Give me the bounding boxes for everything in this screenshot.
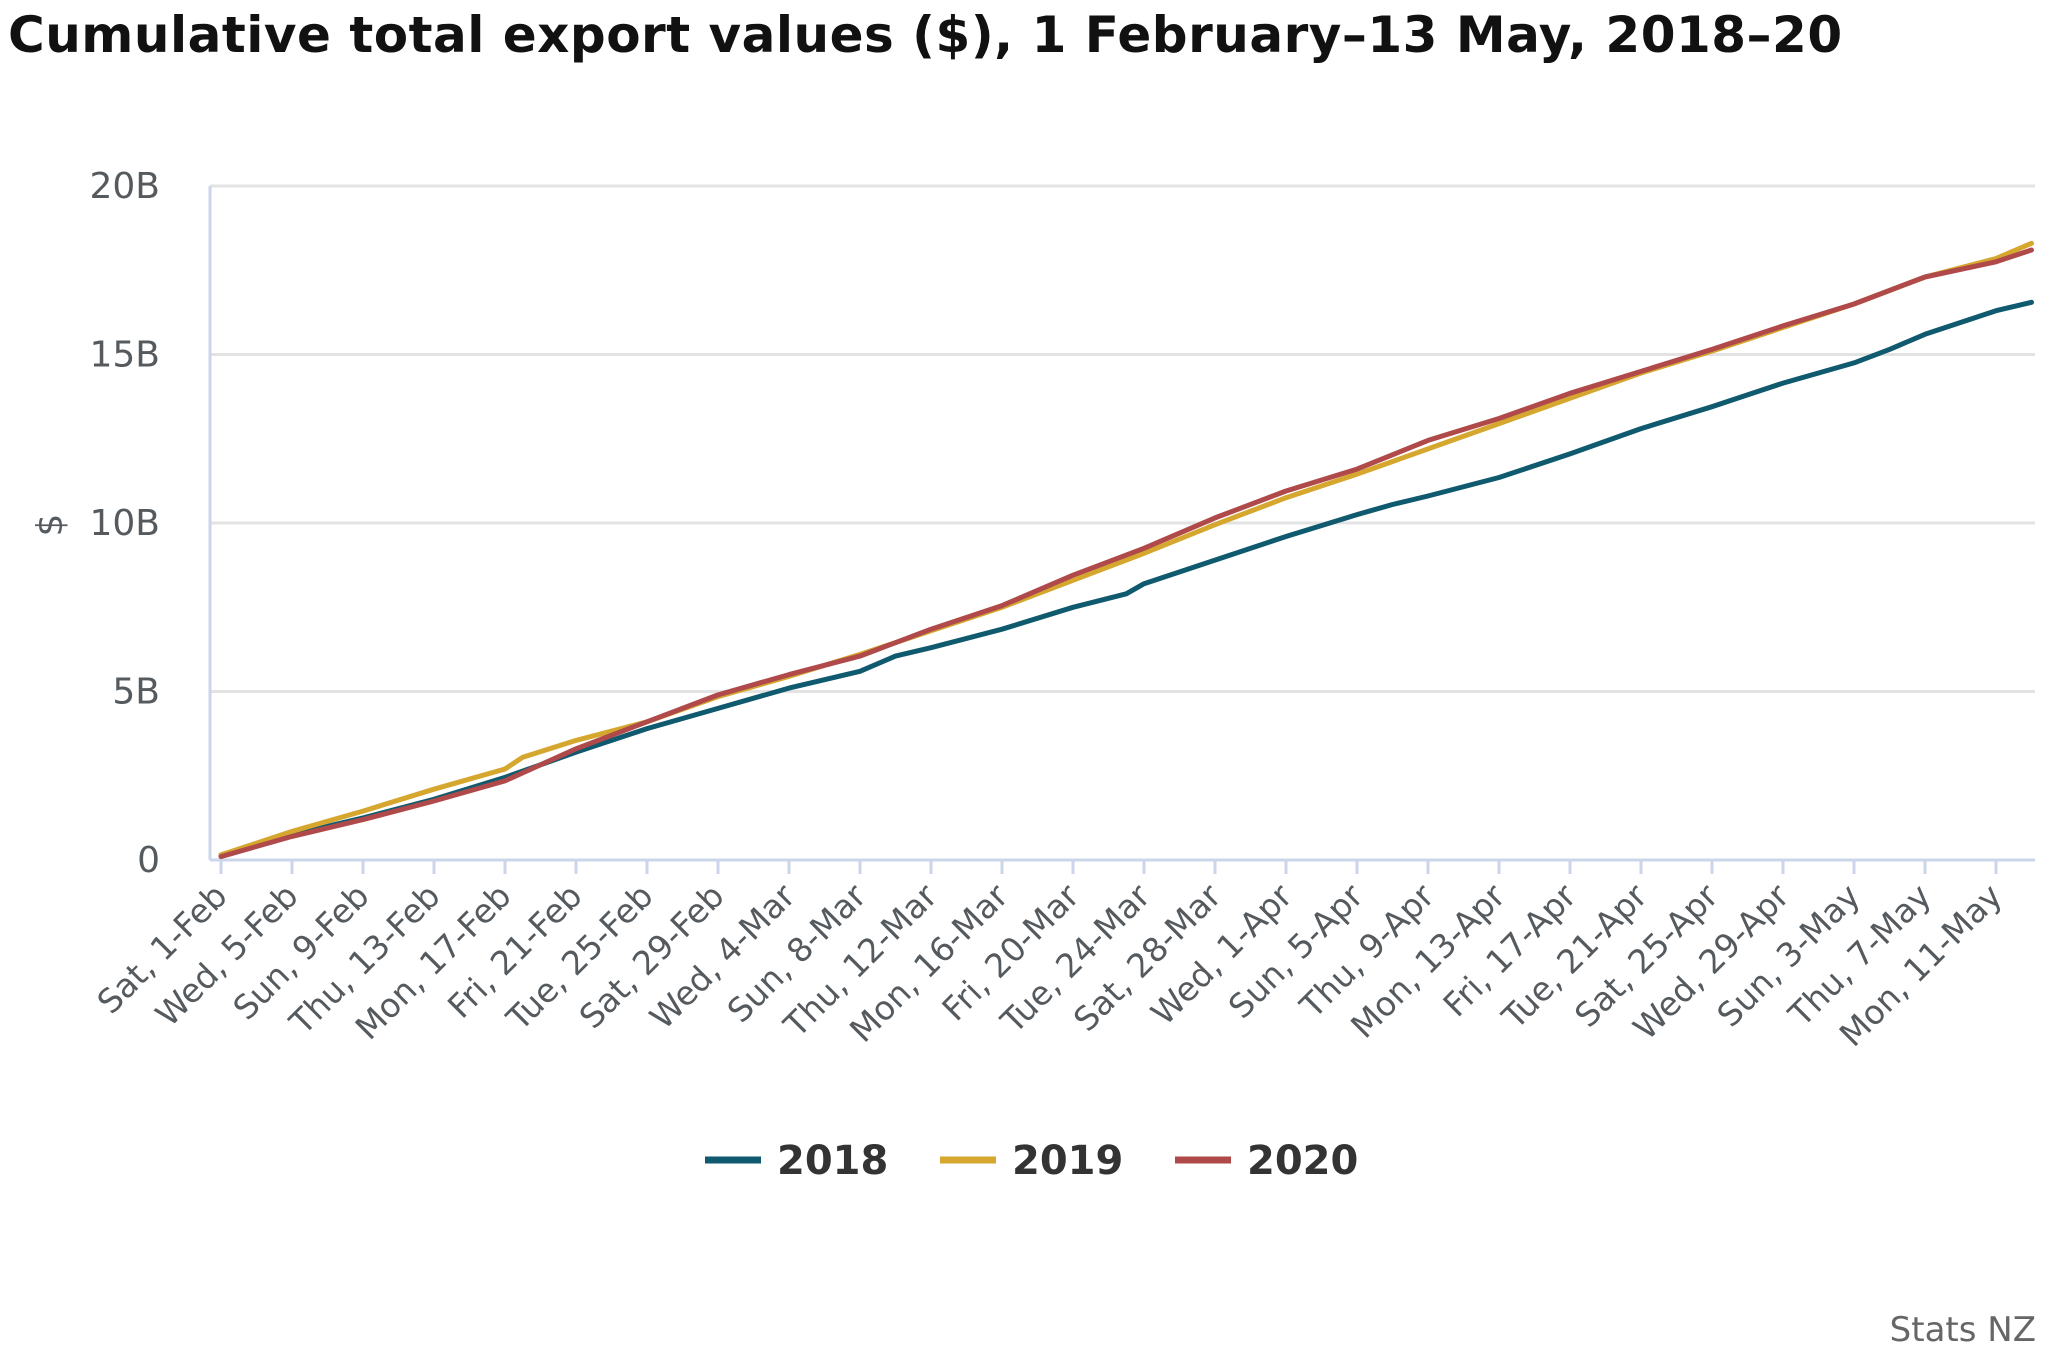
legend-item-2020[interactable]: 2020: [1175, 1138, 1358, 1184]
legend-label: 2018: [777, 1138, 888, 1184]
y-tick-label: 15B: [89, 335, 160, 376]
source-credit: Stats NZ: [1889, 1310, 2036, 1350]
chart-title: Cumulative total export values ($), 1 Fe…: [8, 6, 1843, 64]
gridlines: [210, 184, 2035, 693]
y-tick-label: 0: [137, 840, 160, 881]
legend-label: 2020: [1247, 1138, 1358, 1184]
y-tick-label: 10B: [89, 503, 160, 544]
y-tick-label: 5B: [112, 672, 160, 713]
legend-label: 2019: [1012, 1138, 1123, 1184]
legend-item-2019[interactable]: 2019: [940, 1138, 1123, 1184]
y-axis-title: $: [30, 514, 71, 537]
series-line-2020: [218, 247, 2034, 860]
series-line-2018: [218, 299, 2034, 858]
series-lines: [218, 240, 2034, 860]
legend-item-2018[interactable]: 2018: [705, 1138, 888, 1184]
legend[interactable]: 2018 2019 2020: [705, 1138, 1358, 1184]
y-tick-label: 20B: [89, 166, 160, 207]
